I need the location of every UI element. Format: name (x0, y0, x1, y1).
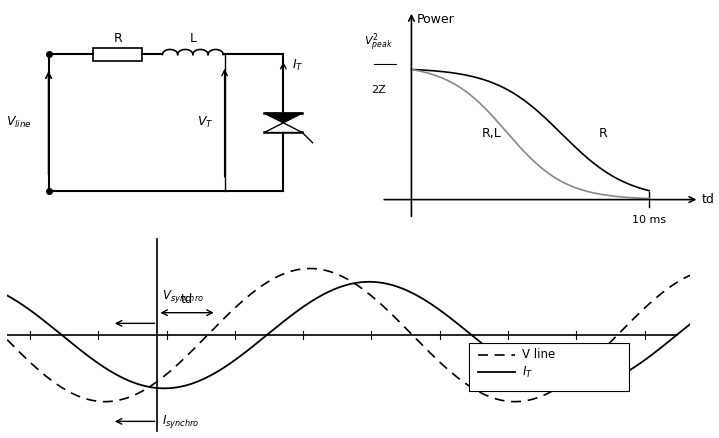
Text: td: td (702, 193, 715, 206)
Text: $I_T$: $I_T$ (292, 58, 303, 73)
Text: Power: Power (416, 14, 454, 26)
FancyBboxPatch shape (93, 48, 142, 61)
Text: V line: V line (522, 348, 555, 361)
Text: 2Z: 2Z (372, 85, 386, 95)
Text: $I_{synchro}$: $I_{synchro}$ (162, 413, 200, 430)
Text: $V_T$: $V_T$ (198, 115, 214, 131)
Text: R: R (114, 32, 122, 45)
Text: td: td (181, 293, 193, 306)
Text: $V_{synchro}$: $V_{synchro}$ (162, 288, 204, 305)
Text: $V^2_{peak}$: $V^2_{peak}$ (365, 32, 393, 54)
Text: $V_{line}$: $V_{line}$ (6, 115, 32, 131)
Text: $I_T$: $I_T$ (522, 365, 533, 380)
Text: R: R (599, 127, 608, 140)
Text: 10 ms: 10 ms (632, 215, 667, 225)
Text: L: L (189, 32, 196, 45)
Polygon shape (265, 123, 302, 133)
Polygon shape (265, 113, 302, 123)
Text: R,L: R,L (482, 127, 501, 140)
FancyBboxPatch shape (470, 343, 628, 391)
